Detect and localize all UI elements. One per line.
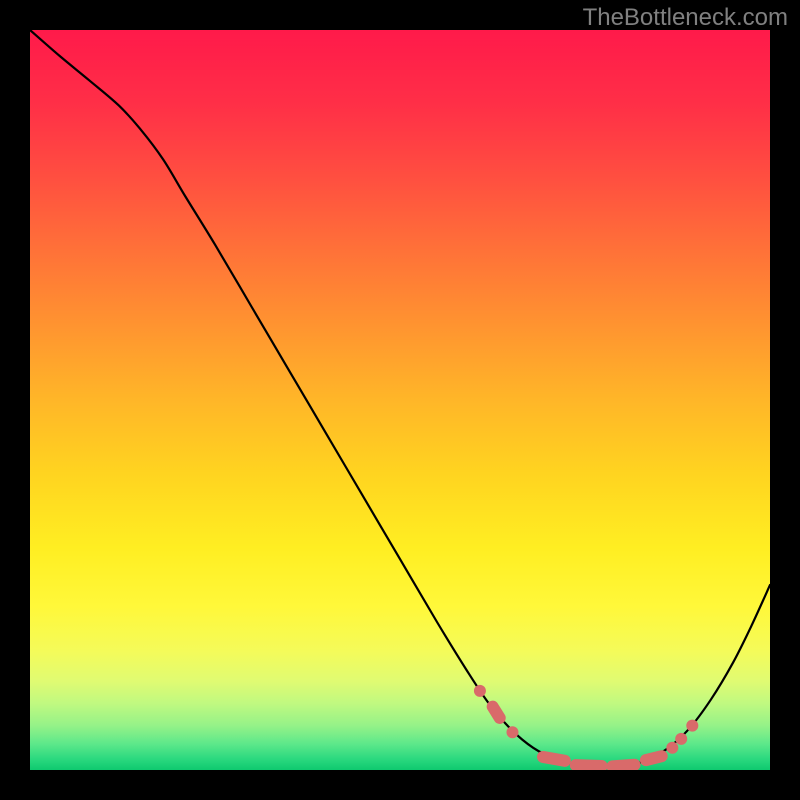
marker-dot [686,720,698,732]
chart-container: TheBottleneck.com [0,0,800,800]
marker-dot [675,733,687,745]
marker-capsule [646,756,662,760]
marker-capsule [576,765,602,766]
marker-dot [506,726,518,738]
watermark-text: TheBottleneck.com [583,4,788,32]
marker-dot [666,742,678,754]
marker-dot [474,685,486,697]
marker-capsule [612,765,634,767]
marker-capsule [543,757,565,761]
plot-background [30,30,770,770]
bottleneck-curve-chart [0,0,800,800]
marker-capsule [493,707,500,718]
